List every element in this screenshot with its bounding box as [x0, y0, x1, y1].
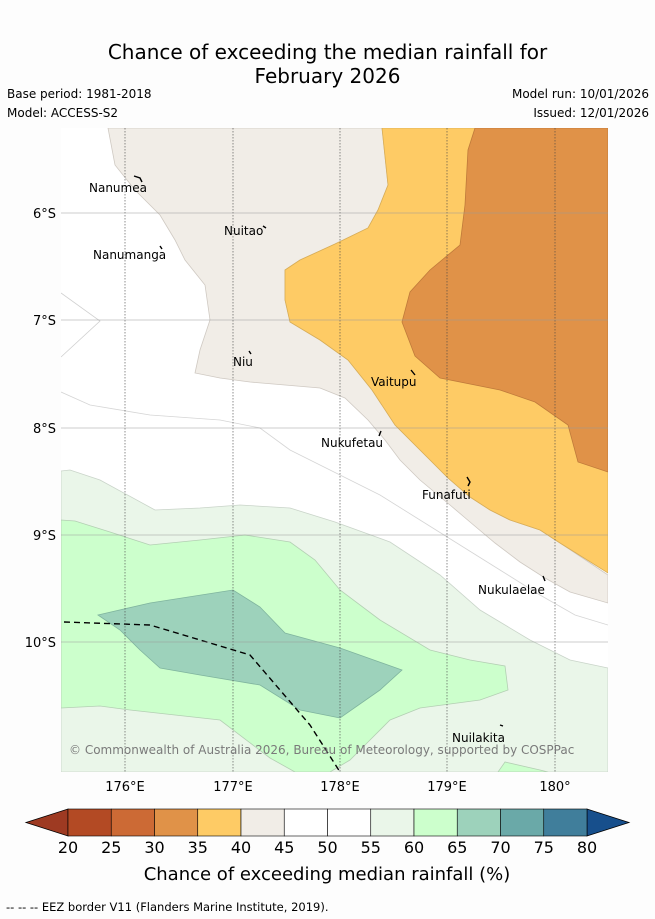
colorbar-cell — [283, 808, 328, 837]
colorbar-cell — [240, 808, 285, 837]
contour-line-45-50 — [61, 292, 101, 358]
colorbar-cell — [413, 808, 458, 837]
place-nukulaelae: Nukulaelae — [478, 583, 545, 597]
lon-tick-180: 180° — [539, 780, 570, 795]
eez-footnote: -- -- -- EEZ border V11 (Flanders Marine… — [6, 900, 329, 914]
contour-60-65-south — [497, 761, 549, 772]
colorbar-tick-label: 45 — [274, 838, 294, 857]
colorbar-cell — [327, 808, 372, 837]
colorbar-tick-label: 75 — [534, 838, 554, 857]
lon-tick-176: 176°E — [105, 780, 145, 795]
gridlines — [124, 128, 556, 772]
colorbar-tick-label: 25 — [101, 838, 121, 857]
lat-tick-6: 6°S — [33, 207, 56, 222]
lon-tick-177: 177°E — [213, 780, 253, 795]
colorbar-label: Chance of exceeding median rainfall (%) — [144, 864, 511, 885]
contour-65-70 — [97, 589, 403, 719]
base-period: Base period: 1981-2018 — [7, 87, 152, 101]
place-nanumea: Nanumea — [89, 181, 147, 195]
title-line-2: February 2026 — [254, 64, 401, 88]
copyright-notice: © Commonwealth of Australia 2026, Bureau… — [69, 743, 574, 757]
map-title: Chance of exceeding the median rainfall … — [0, 40, 655, 88]
model-run: Model run: 10/01/2026 — [511, 87, 649, 101]
colorbar-tick-label: 65 — [447, 838, 467, 857]
colorbar-tick-label: 20 — [58, 838, 78, 857]
colorbar-cell — [370, 808, 415, 837]
map-area: Nanumea Nuitao Nanumanga Niu Vaitupu Nuk… — [61, 128, 608, 772]
colorbar-tick-label: 55 — [361, 838, 381, 857]
colorbar-tick-label: 35 — [188, 838, 208, 857]
lon-tick-178: 178°E — [320, 780, 360, 795]
colorbar-tick-label: 30 — [144, 838, 164, 857]
place-nuitao: Nuitao — [224, 224, 263, 238]
lon-tick-179: 179°E — [427, 780, 467, 795]
latitude-ticks: 6°S 7°S 8°S 9°S 10°S — [25, 207, 56, 651]
place-nanumanga: Nanumanga — [93, 248, 166, 262]
place-niu: Niu — [233, 355, 253, 369]
colorbar-cell — [456, 808, 501, 837]
contour-30-35 — [401, 128, 608, 473]
colorbar-cell — [197, 808, 242, 837]
longitude-ticks: 176°E 177°E 178°E 179°E 180° — [105, 780, 570, 795]
issued-date: Issued: 12/01/2026 — [533, 106, 649, 120]
title-line-1: Chance of exceeding the median rainfall … — [107, 40, 548, 64]
colorbar-cell — [67, 808, 112, 837]
lat-gridlines — [61, 212, 608, 643]
island-marks — [133, 175, 546, 727]
colorbar-tick-label: 80 — [577, 838, 597, 857]
lat-tick-7: 7°S — [33, 314, 56, 329]
model-name: Model: ACCESS-S2 — [7, 106, 119, 120]
colorbar-tick-label: 40 — [231, 838, 251, 857]
colorbar: 20 25 30 35 40 45 50 55 60 65 70 75 80 Chance of exc… — [24, 808, 631, 885]
place-nukufetau: Nukufetau — [321, 436, 383, 450]
lat-tick-9: 9°S — [33, 529, 56, 544]
colorbar-high-arrow — [586, 808, 631, 837]
place-vaitupu: Vaitupu — [371, 375, 417, 389]
place-funafuti: Funafuti — [422, 488, 471, 502]
colorbar-cell — [154, 808, 199, 837]
eez-border — [63, 621, 341, 772]
colorbar-cell — [500, 808, 545, 837]
lat-tick-10: 10°S — [25, 636, 56, 651]
contour-line-50-55 — [61, 391, 608, 626]
colorbar-cell — [110, 808, 155, 837]
colorbar-tick-label: 60 — [404, 838, 424, 857]
place-nuilakita: Nuilakita — [452, 731, 505, 745]
colorbar-low-arrow — [24, 808, 69, 837]
colorbar-cell — [543, 808, 588, 837]
colorbar-tick-label: 70 — [490, 838, 510, 857]
colorbar-tick-label: 50 — [317, 838, 337, 857]
lat-tick-8: 8°S — [33, 422, 56, 437]
